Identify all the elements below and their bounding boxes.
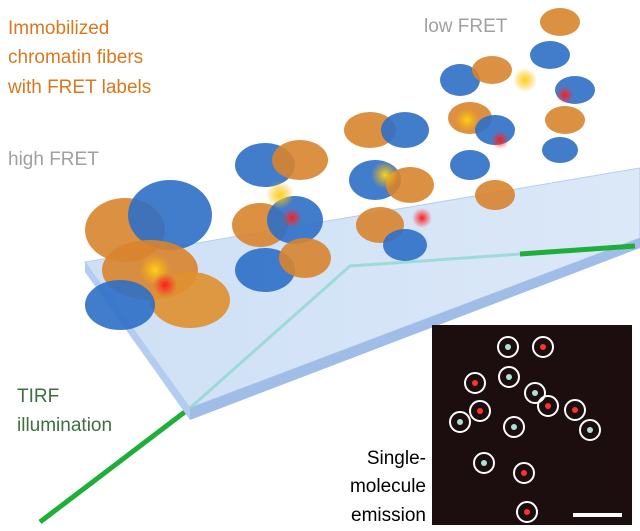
spot-dot bbox=[587, 427, 593, 433]
spot-dot bbox=[572, 407, 578, 413]
acceptor bbox=[153, 273, 177, 297]
label-line: with FRET labels bbox=[7, 77, 151, 98]
donor bbox=[371, 161, 399, 189]
fiber bbox=[232, 140, 331, 292]
spot-dot bbox=[524, 509, 530, 515]
spot bbox=[513, 462, 535, 484]
nucleosome bbox=[344, 112, 396, 148]
spot bbox=[516, 501, 538, 523]
spot-dot bbox=[511, 424, 517, 430]
nucleosome bbox=[128, 180, 212, 250]
spot bbox=[498, 366, 520, 388]
acceptor bbox=[282, 208, 302, 228]
spot-dot bbox=[532, 390, 538, 396]
slide-edge bbox=[190, 238, 640, 420]
fiber bbox=[344, 112, 434, 261]
fiber bbox=[440, 56, 515, 210]
label-line: illumination bbox=[17, 415, 112, 436]
illumination-label: TIRF illumination bbox=[17, 386, 112, 436]
spot-dot bbox=[506, 374, 512, 380]
nucleosome bbox=[272, 140, 328, 180]
nucleosome bbox=[472, 56, 512, 84]
label-line: Immobilized bbox=[8, 18, 109, 39]
acceptor bbox=[556, 86, 574, 104]
label-line: TIRF bbox=[17, 386, 59, 407]
nucleosome bbox=[475, 180, 515, 210]
spot bbox=[503, 416, 525, 438]
spot-dot bbox=[457, 419, 463, 425]
spot bbox=[449, 411, 471, 433]
spot bbox=[473, 452, 495, 474]
spot bbox=[564, 399, 586, 421]
spot bbox=[469, 400, 491, 422]
label-line: emission bbox=[351, 505, 426, 526]
fiber bbox=[513, 8, 595, 163]
nucleosome bbox=[540, 8, 580, 36]
nucleosome bbox=[545, 106, 585, 134]
label-line: molecule bbox=[350, 476, 426, 497]
spot bbox=[524, 382, 546, 404]
label-line: Single- bbox=[367, 448, 426, 469]
fiber bbox=[85, 180, 230, 330]
nucleosome bbox=[440, 64, 480, 96]
label-line: chromatin fibers bbox=[8, 47, 143, 68]
spot bbox=[464, 372, 486, 394]
acceptor bbox=[491, 131, 509, 149]
beam bbox=[38, 406, 192, 524]
red-spots bbox=[472, 344, 578, 515]
microscopy-inset bbox=[432, 325, 632, 525]
donor bbox=[266, 181, 294, 209]
nucleosome bbox=[85, 280, 155, 330]
nucleosome bbox=[381, 112, 429, 148]
spot-dot bbox=[505, 344, 511, 350]
beam-exit bbox=[519, 243, 636, 257]
nucleosome bbox=[450, 150, 490, 180]
spot-dot bbox=[521, 470, 527, 476]
spot bbox=[532, 336, 554, 358]
donor bbox=[513, 68, 537, 92]
nucleosome bbox=[279, 238, 331, 278]
emission-label: Single- molecule emission bbox=[350, 448, 426, 526]
spot-dot bbox=[477, 408, 483, 414]
spot-circles bbox=[449, 336, 601, 523]
spot-dot bbox=[545, 403, 551, 409]
donor bbox=[455, 108, 479, 132]
spot-dot bbox=[481, 460, 487, 466]
high-fret-label: high FRET bbox=[8, 149, 99, 170]
spot-dot bbox=[540, 344, 546, 350]
spot-dot bbox=[472, 380, 478, 386]
spot bbox=[579, 419, 601, 441]
acceptor bbox=[412, 208, 432, 228]
cyan-spots bbox=[457, 344, 593, 466]
spot bbox=[537, 395, 559, 417]
spot bbox=[497, 336, 519, 358]
nucleosome bbox=[542, 137, 578, 163]
nucleosome bbox=[530, 41, 570, 69]
low-fret-label: low FRET bbox=[424, 16, 508, 37]
sample-label: Immobilized chromatin fibers with FRET l… bbox=[7, 18, 151, 98]
inset-background bbox=[432, 325, 632, 525]
nucleosome bbox=[383, 229, 427, 261]
